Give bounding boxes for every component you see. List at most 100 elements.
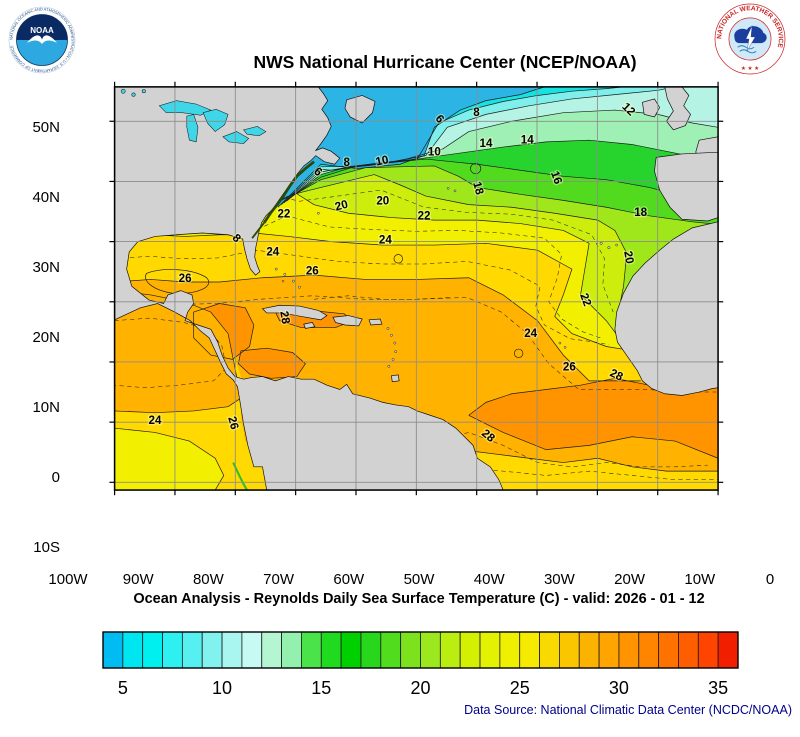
contour-label: 24 bbox=[266, 245, 279, 258]
hispaniola bbox=[332, 315, 363, 327]
colorbar-segment bbox=[162, 631, 183, 669]
contour-label: 20 bbox=[334, 198, 350, 214]
cuba bbox=[261, 304, 328, 321]
dashed-isotherms bbox=[114, 187, 719, 480]
colorbar-segment bbox=[340, 631, 362, 669]
colorbar-segment bbox=[479, 631, 501, 669]
y-axis-label: 20N bbox=[32, 329, 60, 346]
colorbar-segment bbox=[658, 631, 679, 669]
colorbar-tick-label: 30 bbox=[609, 678, 629, 698]
contour-label: 26 bbox=[179, 272, 192, 285]
colorbar-segment bbox=[380, 631, 402, 669]
contour-label: 22 bbox=[277, 208, 290, 221]
contour-label: 18 bbox=[470, 180, 486, 196]
x-axis-label: 50W bbox=[403, 571, 435, 588]
colorbar-segment bbox=[598, 631, 620, 669]
colorbar-segment bbox=[360, 631, 382, 669]
contour-label: 26 bbox=[306, 264, 319, 277]
colorbar-segment bbox=[301, 631, 322, 669]
noaa-logo-label: NOAA bbox=[30, 26, 54, 35]
colorbar-segment bbox=[539, 631, 560, 669]
noaa-logo-sky bbox=[16, 14, 68, 40]
x-axis-label: 100W bbox=[48, 571, 88, 588]
iberia bbox=[654, 151, 719, 222]
x-axis-label: 40W bbox=[473, 571, 505, 588]
colorbar-tick-label: 10 bbox=[212, 678, 232, 698]
colorbar-segment bbox=[142, 631, 163, 669]
x-axis-label: 30W bbox=[543, 571, 575, 588]
colorbar-segment bbox=[638, 631, 660, 669]
great-britain bbox=[664, 86, 691, 131]
y-axis-label: 40N bbox=[32, 189, 60, 206]
colorbar-tick-label: 35 bbox=[708, 678, 728, 698]
colorbar-segment bbox=[559, 631, 580, 669]
y-axis-label: 50N bbox=[32, 119, 60, 136]
x-axis-label: 20W bbox=[614, 571, 646, 588]
puerto-rico bbox=[368, 318, 383, 326]
lakes bbox=[120, 88, 267, 144]
colorbar-segment bbox=[320, 631, 342, 669]
colorbar-segment bbox=[201, 631, 223, 669]
colorbar-segment bbox=[102, 631, 124, 669]
y-axis-label: 0 bbox=[51, 469, 60, 486]
colorbar-segment bbox=[181, 631, 203, 669]
data-source-note: Data Source: National Climatic Data Cent… bbox=[464, 703, 792, 717]
contour-label: 8 bbox=[473, 106, 480, 119]
colorbar-segment bbox=[697, 631, 719, 669]
y-axis-label: 30N bbox=[32, 259, 60, 276]
jamaica bbox=[303, 322, 316, 329]
x-axis-label: 90W bbox=[122, 571, 154, 588]
colorbar-segment bbox=[241, 631, 263, 669]
upwelling-strip bbox=[232, 462, 248, 491]
colorbar-segment bbox=[122, 631, 144, 669]
seagull-icon bbox=[27, 35, 57, 44]
landmasses bbox=[114, 86, 719, 491]
contour-label: 24 bbox=[379, 233, 392, 246]
contour-label: 22 bbox=[418, 209, 431, 222]
noaa-logo-icon: NATIONAL OCEANIC AND ATMOSPHERIC ADMINIS… bbox=[8, 6, 75, 73]
north-south-america bbox=[114, 86, 504, 491]
contour-label: 10 bbox=[374, 153, 389, 168]
colorbar-segment bbox=[281, 631, 302, 669]
nws-logo-icon: NATIONAL WEATHER SERVICE ★ ★ ★ bbox=[714, 3, 786, 75]
newfoundland bbox=[344, 95, 376, 124]
colorbar-border bbox=[102, 631, 739, 669]
contour-label: 24 bbox=[524, 327, 537, 340]
contour-label: 14 bbox=[521, 134, 534, 147]
contour-label: 22 bbox=[577, 291, 594, 308]
contour-label: 20 bbox=[621, 250, 636, 265]
trinidad bbox=[391, 374, 400, 383]
colorbar-tick-label: 25 bbox=[510, 678, 530, 698]
colorbar-segment bbox=[400, 631, 421, 669]
small-islands bbox=[274, 187, 618, 368]
x-axis-label: 80W bbox=[192, 571, 224, 588]
colorbar-segment bbox=[221, 631, 243, 669]
colorbar-segment bbox=[420, 631, 441, 669]
waves-icon bbox=[737, 45, 757, 54]
colorbar-segment bbox=[519, 631, 540, 669]
colorbar-tick-label: 15 bbox=[311, 678, 331, 698]
contour-label: 14 bbox=[480, 137, 493, 150]
graticule bbox=[114, 86, 719, 491]
gulf-stream-front bbox=[263, 160, 315, 224]
colorbar-segment bbox=[618, 631, 640, 669]
ireland bbox=[642, 98, 661, 118]
temperature-colorbar: 5 10 15 20 25 30 35 bbox=[102, 631, 739, 698]
nws-logo-stars: ★ ★ ★ bbox=[741, 65, 759, 72]
x-axis-label: 10W bbox=[684, 571, 716, 588]
contour-label: 18 bbox=[634, 206, 647, 219]
gulf-stream-front bbox=[251, 222, 265, 239]
colorbar-segment bbox=[678, 631, 699, 669]
contour-label: 10 bbox=[428, 146, 441, 159]
contour-label: 26 bbox=[563, 361, 576, 374]
map-frame bbox=[109, 81, 724, 496]
colorbar-segment bbox=[261, 631, 282, 669]
colorbar-segment bbox=[459, 631, 481, 669]
colorbar-segment bbox=[439, 631, 461, 669]
x-axis-label: 70W bbox=[263, 571, 295, 588]
lightning-icon bbox=[745, 25, 756, 52]
contour-label: 8 bbox=[343, 156, 350, 169]
contour-label: 28 bbox=[277, 310, 292, 326]
y-axis-label: 10S bbox=[33, 539, 60, 556]
